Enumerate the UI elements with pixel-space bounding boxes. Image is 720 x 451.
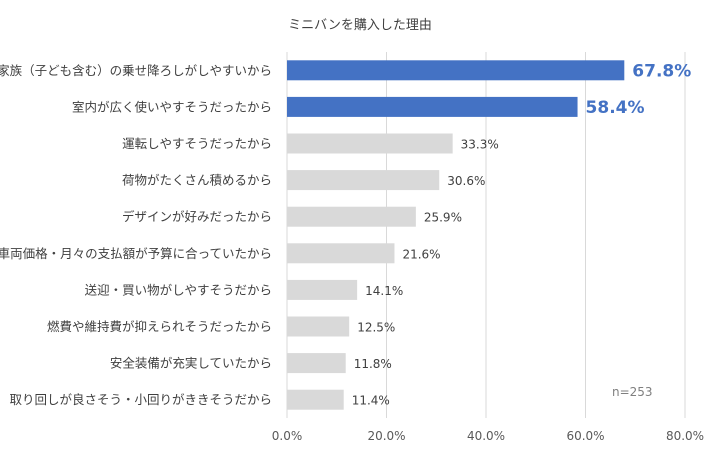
category-label: 送迎・買い物がしやすそうだから: [85, 282, 272, 297]
bar: [287, 353, 346, 374]
data-label: 33.3%: [461, 138, 499, 152]
data-label: 67.8%: [632, 61, 691, 81]
category-label: 取り回しが良さそう・小回りがききそうだから: [9, 392, 272, 407]
category-label: 荷物がたくさん積めるから: [122, 173, 272, 188]
x-tick-label: 80.0%: [666, 429, 704, 443]
chart-title: ミニバンを購入した理由: [288, 18, 432, 33]
bar: [287, 243, 395, 264]
category-labels: 家族（子ども含む）の乗せ降ろしがしやすいから室内が広く使いやすそうだったから運転…: [0, 63, 272, 407]
bar: [287, 96, 578, 117]
value-labels: 67.8% 58.4% 33.3% 30.6% 25.9% 21.6% 14.1% 12.5%…: [352, 61, 692, 407]
data-label: 58.4%: [586, 98, 645, 118]
data-label: 11.4%: [352, 394, 390, 408]
data-label: 25.9%: [424, 211, 462, 225]
data-label: 12.5%: [357, 321, 395, 335]
x-tick-label: 0.0%: [272, 429, 303, 443]
x-tick-label: 40.0%: [467, 429, 505, 443]
bar: [287, 389, 344, 410]
bar: [287, 279, 358, 300]
category-label: 燃費や維持費が抑えられそうだったから: [47, 319, 272, 334]
bar: [287, 206, 416, 227]
bar: [287, 170, 440, 191]
bars: [287, 60, 625, 410]
sample-size-note: n=253: [612, 385, 653, 399]
data-label: 21.6%: [402, 247, 440, 261]
x-tick-label: 20.0%: [367, 429, 405, 443]
category-label: 室内が広く使いやすそうだったから: [72, 99, 272, 114]
category-label: 家族（子ども含む）の乗せ降ろしがしやすいから: [0, 63, 272, 78]
category-label: デザインが好みだったから: [122, 209, 272, 224]
category-label: 安全装備が充実していたから: [110, 356, 272, 371]
data-label: 30.6%: [447, 174, 485, 188]
bar: [287, 60, 625, 81]
x-tick-label: 60.0%: [566, 429, 604, 443]
bar: [287, 316, 350, 337]
category-label: 運転しやすそうだったから: [122, 136, 272, 151]
category-label: 車両価格・月々の支払額が予算に合っていたから: [0, 246, 272, 261]
x-axis-ticks: 0.0% 20.0% 40.0% 60.0% 80.0%: [272, 429, 704, 443]
bar: [287, 133, 453, 154]
data-label: 14.1%: [365, 284, 403, 298]
data-label: 11.8%: [354, 357, 392, 371]
